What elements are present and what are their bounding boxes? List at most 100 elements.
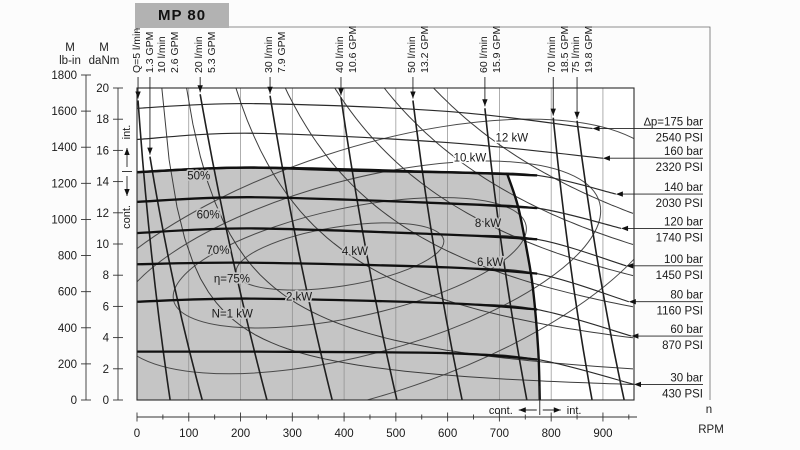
- flow-arrow-20lpm-head: [197, 85, 203, 93]
- flow-arrow-30lpm-head: [267, 86, 273, 94]
- pressure-label-100bar: 100 bar: [664, 254, 703, 266]
- lbin-tick-label-400: 400: [58, 323, 77, 335]
- flow-label-50lpm-gpm: 13.2 GPM: [419, 26, 431, 73]
- rpm-tick-label-700: 700: [490, 428, 509, 440]
- continuous-arrow-left-head: [124, 189, 130, 196]
- lbin-tick-label-1800: 1800: [51, 70, 77, 82]
- danm-tick-label-14: 14: [96, 177, 109, 189]
- pressure-label-120bar: 120 bar: [664, 216, 703, 228]
- rpm-tick-label-0: 0: [134, 428, 140, 440]
- power-curve-12kw: [432, 88, 634, 214]
- power-label-6kw: 6 kW: [477, 257, 503, 269]
- pressure-arrow-120bar: [621, 225, 629, 232]
- rpm-tick-label-500: 500: [386, 428, 405, 440]
- pressure-arrow-30bar: [634, 381, 641, 388]
- flow-label-40lpm-gpm: 10.6 GPM: [347, 26, 359, 73]
- page-title: MP 80: [135, 3, 229, 28]
- power-label-2kw: 2 kW: [286, 291, 312, 303]
- rpm-tick-label-400: 400: [334, 428, 353, 440]
- pressure-label-160bar-psi: 2320 PSI: [656, 162, 703, 174]
- flow-line-70lpm: [552, 117, 593, 400]
- bottom-duty-markers: cont. int.: [489, 386, 581, 417]
- pressure-curve-120bar-continuous: [136, 196, 538, 210]
- torque-symbol-lbin: M: [65, 42, 75, 54]
- efficiency-label-70: 70%: [206, 245, 229, 257]
- danm-tick-label-6: 6: [103, 301, 109, 313]
- power-label-4kw: 4 kW: [342, 246, 368, 258]
- pressure-arrow-140bar: [615, 191, 623, 197]
- flow-label-50lpm: 50 l/min: [406, 36, 418, 73]
- flow-line-30lpm: [269, 95, 333, 400]
- pressure-label-30bar: 30 bar: [670, 372, 703, 384]
- continuous-label-left: cont.: [121, 205, 133, 229]
- pressure-label-140bar: 140 bar: [664, 182, 703, 194]
- flow-label-60lpm-gpm: 15.9 GPM: [491, 26, 503, 73]
- pressure-label-30bar-psi: 430 PSI: [662, 388, 703, 400]
- power-label-1kw: N=1 kW: [212, 309, 253, 321]
- flow-line-5lpm: [137, 100, 171, 400]
- flow-label-5lpm: Q=5 l/min: [131, 28, 143, 73]
- rpm-tick-label-800: 800: [542, 428, 561, 440]
- flow-line-40lpm: [340, 97, 398, 400]
- pressure-label-160bar: 160 bar: [664, 146, 703, 158]
- pressure-curve-80bar-continuous: [136, 261, 538, 275]
- rpm-tick-label-300: 300: [283, 428, 302, 440]
- speed-axis: 0 100 200 300 400 500 600 700 800 900: [134, 412, 637, 440]
- pressure-label-80bar: 80 bar: [670, 290, 703, 302]
- power-label-10kw: 10 kW: [454, 153, 487, 165]
- pressure-arrow-80bar: [628, 299, 636, 305]
- pressure-arrow-60bar: [631, 333, 639, 339]
- danm-tick-label-0: 0: [103, 395, 109, 407]
- continuous-region-right-boundary: [506, 173, 541, 401]
- speed-axis-symbol: n: [705, 404, 713, 416]
- danm-tick-label-4: 4: [103, 333, 110, 345]
- danm-tick-label-8: 8: [103, 270, 109, 282]
- lbin-tick-label-200: 200: [58, 359, 77, 371]
- continuous-region-top-boundary: [136, 166, 508, 175]
- flow-label-20lpm: 20 l/min: [193, 36, 205, 73]
- figure-bracket: [136, 26, 711, 400]
- speed-axis-unit: RPM: [698, 424, 724, 436]
- danm-tick-label-10: 10: [96, 239, 109, 251]
- lbin-tick-label-800: 800: [58, 251, 77, 263]
- continuous-label-bottom: cont.: [489, 405, 513, 417]
- pressure-label-100bar-psi: 1450 PSI: [656, 270, 703, 282]
- lbin-tick-label-0: 0: [71, 395, 77, 407]
- efficiency-contour-50: [137, 118, 634, 400]
- power-curve-8kw: [334, 88, 634, 277]
- power-curve-10kw: [383, 88, 634, 245]
- curve-families: [137, 88, 634, 400]
- pressure-arrow-175bar: [592, 125, 600, 132]
- flow-label-75lpm: 75 l/min: [570, 36, 582, 73]
- flow-label-60lpm: 60 l/min: [478, 36, 490, 73]
- lbin-tick-label-1000: 1000: [51, 214, 77, 226]
- flow-arrow-5lpm-head: [135, 91, 141, 99]
- danm-tick-label-12: 12: [96, 208, 109, 220]
- lbin-tick-label-600: 600: [58, 287, 77, 299]
- danm-tick-label-18: 18: [96, 114, 109, 126]
- flow-label-40lpm: 40 l/min: [334, 36, 346, 73]
- flow-label-30lpm-gpm: 7.9 GPM: [276, 32, 288, 73]
- power-label-12kw: 12 kW: [496, 132, 529, 144]
- efficiency-label-50: 50%: [187, 170, 210, 182]
- torque-axes: 0 200 400 600 800 1000 1200 1400 1600 1800 0 2 4 6 8 10…: [51, 70, 123, 407]
- torque-axis-header-lbin: M lb-in: [52, 42, 88, 68]
- torque-symbol-danm: M: [99, 42, 109, 54]
- power-curve-1kw: [161, 88, 634, 385]
- pressure-label-175bar-psi: 2540 PSI: [656, 133, 703, 145]
- efficiency-label-60: 60%: [197, 209, 220, 221]
- rpm-tick-label-900: 900: [593, 428, 612, 440]
- rpm-tick-label-100: 100: [179, 428, 198, 440]
- lbin-tick-label-1400: 1400: [51, 142, 77, 154]
- intermittent-arrow-left-head: [124, 148, 130, 155]
- pressure-curve-100bar-continuous: [136, 227, 538, 241]
- flow-arrow-10lpm-head: [147, 147, 153, 155]
- flow-line-20lpm: [199, 94, 268, 400]
- rpm-tick-label-600: 600: [438, 428, 457, 440]
- lbin-tick-label-1600: 1600: [51, 106, 77, 118]
- pressure-label-140bar-psi: 2030 PSI: [656, 198, 703, 210]
- flow-label-70lpm-gpm: 18.5 GPM: [559, 26, 571, 73]
- pressure-arrow-160bar: [602, 155, 610, 161]
- torque-unit-lbin: lb-in: [59, 55, 81, 67]
